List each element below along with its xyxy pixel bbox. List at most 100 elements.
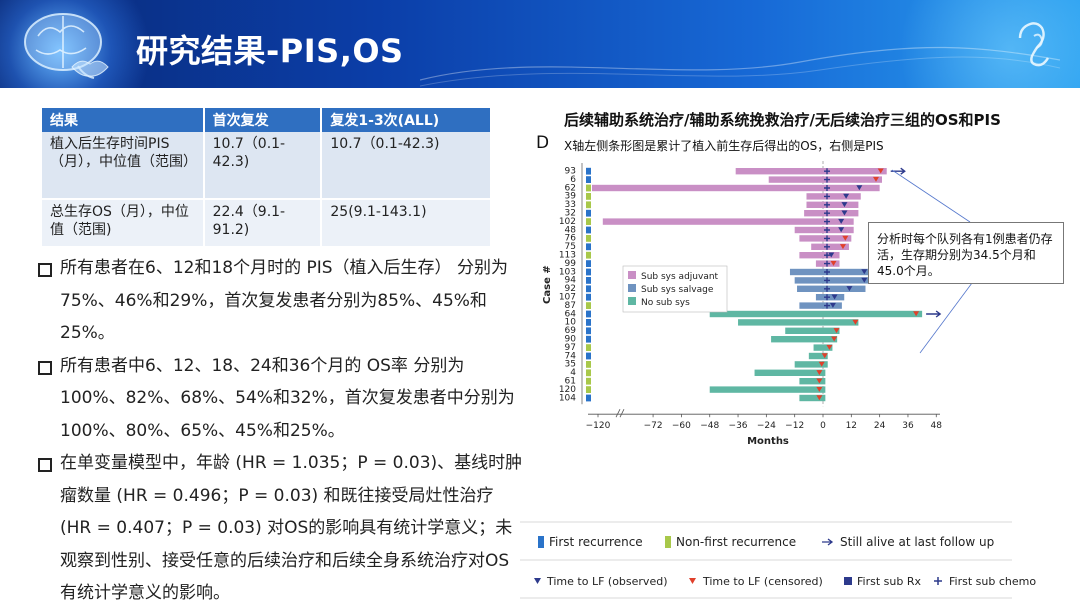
first-sub-chemo-marker xyxy=(824,277,830,284)
x-tick-label: −72 xyxy=(644,421,663,431)
case-tick-label: 69 xyxy=(565,326,577,336)
case-bar xyxy=(602,218,854,225)
case-bar xyxy=(709,386,826,393)
case-tick-label: 90 xyxy=(565,335,577,345)
still-alive-arrow xyxy=(926,310,942,318)
first-sub-chemo-legend-icon xyxy=(934,577,942,585)
case-tick-label: 35 xyxy=(565,360,576,370)
figure-note: X轴左侧条形图是累计了植入前生存后得出的OS，右侧是PIS xyxy=(564,139,884,153)
results-table: 结果 首次复发 复发1-3次(ALL) 植入后生存时间PIS（月），中位值（范围… xyxy=(42,108,492,248)
case-tick-label: 32 xyxy=(565,209,576,219)
first-sub-chemo-marker xyxy=(824,285,830,292)
case-tick-label: 48 xyxy=(565,225,577,235)
case-bar xyxy=(735,168,887,175)
lips-icon xyxy=(71,60,109,77)
table-cell: 10.7（0.1-42.3) xyxy=(203,132,323,200)
first-sub-chemo-marker xyxy=(824,294,830,301)
recurrence-type-marker xyxy=(586,193,591,200)
x-tick-label: 0 xyxy=(820,421,826,431)
x-tick-label: −48 xyxy=(700,421,719,431)
case-tick-label: 76 xyxy=(565,234,577,244)
first-sub-chemo-marker xyxy=(824,176,830,183)
first-sub-chemo-marker xyxy=(824,193,830,200)
x-tick-label: 24 xyxy=(874,421,886,431)
table-header-cell: 复发1-3次(ALL) xyxy=(321,108,492,132)
case-tick-label: 10 xyxy=(565,318,577,328)
x-tick-label: −120 xyxy=(586,421,611,431)
case-bar xyxy=(797,285,866,292)
table-row: 总生存OS（月），中位值（范围) 22.4（9.1-91.2) 25(9.1-1… xyxy=(42,199,492,248)
findings-list: 所有患者在6、12和18个月时的 PIS（植入后生存） 分别为75%、46%和2… xyxy=(36,252,524,610)
case-tick-label: 107 xyxy=(559,293,576,303)
group-legend-label: No sub sys xyxy=(641,298,690,308)
case-tick-label: 99 xyxy=(565,259,577,269)
case-tick-label: 93 xyxy=(565,167,576,177)
lf-censored-legend-label: Time to LF (censored) xyxy=(702,575,823,588)
lf-censored-marker xyxy=(816,370,823,376)
case-tick-label: 102 xyxy=(559,217,576,227)
table-cell: 10.7（0.1-42.3) xyxy=(321,132,492,200)
case-bar xyxy=(813,344,833,351)
first-sub-chemo-marker xyxy=(824,260,830,267)
case-bar xyxy=(815,294,845,301)
recurrence-type-marker xyxy=(586,293,591,301)
first-sub-chemo-marker xyxy=(824,201,830,208)
lf-observed-marker xyxy=(841,202,848,208)
lf-censored-marker xyxy=(818,361,825,367)
nonfirst-recurrence-legend-swatch xyxy=(665,536,671,548)
nonfirst-recurrence-legend-label: Non-first recurrence xyxy=(676,535,796,549)
lf-observed-marker xyxy=(846,286,853,292)
first-sub-chemo-marker xyxy=(824,210,830,217)
list-item: 在单变量模型中，年龄 (HR = 1.035；P = 0.03)、基线时肿瘤数量… xyxy=(36,447,524,610)
case-tick-label: 87 xyxy=(565,301,576,311)
case-bar xyxy=(806,193,861,200)
callout-connector xyxy=(891,169,971,223)
lf-censored-marker xyxy=(877,168,884,174)
lf-censored-marker xyxy=(852,319,859,325)
table-header-cell: 首次复发 xyxy=(203,108,323,132)
case-bar xyxy=(811,243,849,250)
group-legend-swatch xyxy=(628,297,636,305)
header-banner: 研究结果-PIS,OS xyxy=(0,0,1080,88)
case-tick-label: 39 xyxy=(565,192,577,202)
case-bar xyxy=(771,336,838,343)
case-tick-label: 120 xyxy=(559,385,576,395)
lf-observed-marker xyxy=(829,302,836,308)
y-axis-label: Case # xyxy=(542,265,553,304)
case-tick-label: 61 xyxy=(565,377,576,387)
first-recurrence-legend-swatch xyxy=(538,536,544,548)
survival-callout: 分析时每个队列各有1例患者仍存活，生存期分别为34.5个月和45.0个月。 xyxy=(868,222,1064,284)
recurrence-type-marker xyxy=(586,260,591,267)
axis-break-mark xyxy=(618,169,632,181)
still-alive-legend-icon xyxy=(822,538,834,546)
x-tick-label: −24 xyxy=(757,421,776,431)
recurrence-type-marker xyxy=(586,268,591,276)
lf-censored-marker xyxy=(842,235,849,241)
lf-observed-marker xyxy=(841,210,848,216)
case-tick-label: 103 xyxy=(559,267,576,277)
list-item: 所有患者中6、12、18、24和36个月的 OS率 分别为100%、82%、68… xyxy=(36,350,524,448)
wave-decoration xyxy=(420,46,1060,87)
first-sub-chemo-legend-label: First sub chemo xyxy=(949,575,1036,588)
recurrence-type-marker xyxy=(586,243,591,251)
recurrence-type-marker xyxy=(586,369,591,377)
case-tick-label: 33 xyxy=(565,200,576,210)
first-sub-chemo-marker xyxy=(824,168,830,175)
recurrence-type-marker xyxy=(586,251,591,259)
panel-label: D xyxy=(536,133,550,153)
lf-censored-marker xyxy=(873,176,879,182)
lf-censored-marker xyxy=(821,353,828,359)
group-legend-label: Sub sys adjuvant xyxy=(641,272,719,282)
first-sub-chemo-marker xyxy=(824,227,830,233)
first-sub-chemo-marker xyxy=(824,218,830,225)
case-bar xyxy=(806,201,859,208)
lf-censored-marker xyxy=(913,311,920,317)
case-tick-label: 75 xyxy=(565,242,576,252)
bullet-text: 所有患者在6、12和18个月时的 PIS（植入后生存） 分别为75%、46%和2… xyxy=(60,258,508,343)
case-bar xyxy=(794,277,887,284)
recurrence-type-marker xyxy=(586,335,591,343)
x-tick-label: 36 xyxy=(902,421,914,431)
lf-observed-marker xyxy=(861,269,868,275)
recurrence-type-marker xyxy=(586,176,591,183)
recurrence-type-marker xyxy=(586,167,591,175)
